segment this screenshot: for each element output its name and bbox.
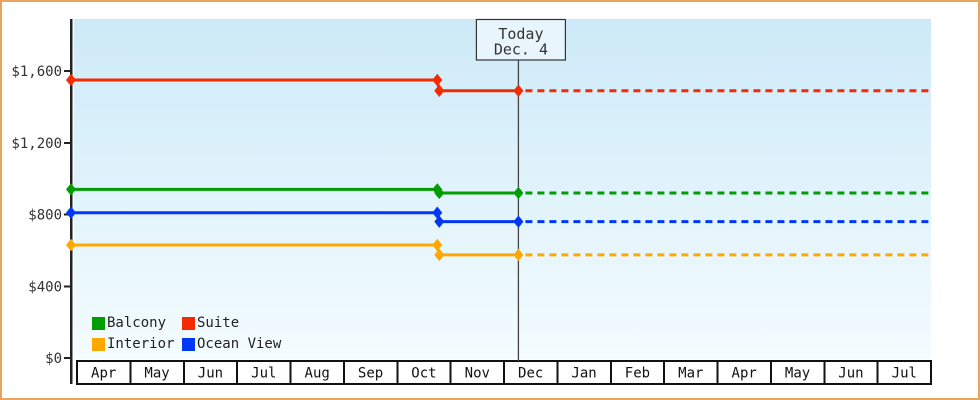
month-label: Jan [571, 366, 596, 382]
legend-label-interior: Interior [107, 336, 175, 352]
legend-swatch-interior [92, 337, 105, 351]
today-box-line1: Today [498, 25, 543, 43]
month-label: Apr [732, 366, 757, 382]
series-marker-suite-start [66, 73, 76, 87]
series-marker-suite-today [513, 84, 524, 97]
legend-label-suite: Suite [197, 315, 240, 331]
legend-item-interior: Interior [92, 336, 182, 352]
y-axis-tick-label: $1,200 [11, 136, 62, 152]
series-marker-interior-before-drop [432, 238, 443, 252]
y-axis-tick-label: $1,600 [11, 64, 62, 80]
legend-row: Balcony Suite [92, 315, 281, 331]
month-label: May [144, 366, 169, 382]
month-label: Apr [91, 366, 116, 382]
month-label: Jun [198, 366, 223, 382]
legend-swatch-ocean-view [182, 337, 195, 351]
month-label: Jul [251, 366, 276, 382]
chart-legend: Balcony Suite Interior Ocean View [92, 315, 281, 352]
legend-item-balcony: Balcony [92, 315, 182, 331]
y-axis-tick-label: $400 [28, 279, 62, 295]
series-marker-ocean-view-after-drop [434, 215, 445, 228]
y-axis-tick-label: $800 [28, 208, 62, 224]
legend-row: Interior Ocean View [92, 336, 281, 352]
series-marker-interior-today [513, 248, 524, 262]
month-label: Jun [838, 366, 863, 382]
y-axis-tick-label: $0 [45, 351, 62, 367]
series-marker-suite-after-drop [434, 84, 445, 97]
month-label: Sep [358, 366, 383, 382]
today-box-line2: Dec. 4 [494, 41, 548, 59]
series-marker-suite-before-drop [432, 73, 443, 87]
month-label: Aug [305, 366, 330, 382]
month-label: Mar [678, 366, 703, 382]
series-marker-balcony-after-drop [434, 186, 445, 200]
series-line-suite [71, 78, 519, 93]
month-cell [876, 360, 932, 385]
series-marker-ocean-view-today [513, 215, 524, 228]
month-label: Oct [411, 366, 436, 382]
month-label: Dec [518, 366, 543, 382]
series-marker-interior-start [66, 238, 76, 252]
today-box [475, 18, 567, 61]
month-label: May [785, 366, 810, 382]
legend-item-suite: Suite [182, 315, 272, 331]
series-marker-balcony-start [66, 183, 76, 196]
series-marker-interior-after-drop [434, 248, 445, 262]
legend-item-ocean-view: Ocean View [182, 336, 281, 352]
month-label: Feb [625, 366, 650, 382]
series-marker-ocean-view-start [66, 206, 76, 219]
legend-swatch-balcony [92, 316, 105, 330]
month-label: Nov [465, 366, 490, 382]
series-marker-balcony-today [513, 186, 524, 200]
month-label: Jul [892, 366, 917, 382]
legend-swatch-suite [182, 316, 195, 330]
legend-label-balcony: Balcony [107, 315, 167, 331]
legend-label-ocean-view: Ocean View [197, 336, 282, 352]
series-marker-ocean-view-before-drop [432, 206, 443, 219]
